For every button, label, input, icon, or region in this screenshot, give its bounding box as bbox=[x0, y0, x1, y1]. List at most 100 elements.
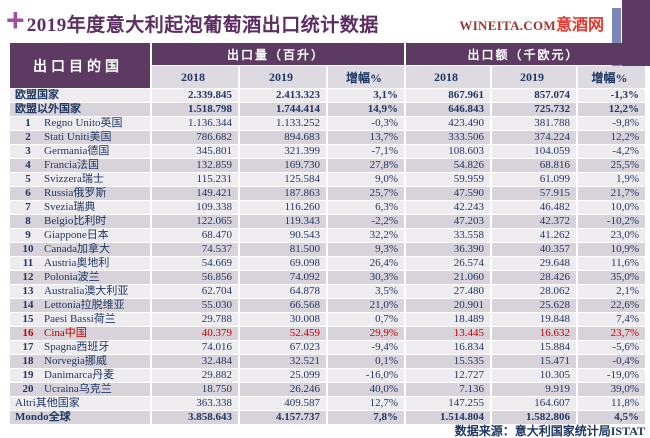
value-cell: -19,0% bbox=[578, 369, 645, 382]
value-cell: 1.518.798 bbox=[152, 103, 238, 116]
country-name: Canada加拿大 bbox=[44, 243, 110, 255]
value-cell: 18.750 bbox=[152, 383, 238, 396]
table-row: 18 Norvegia挪威 32.484 32.521 0,1% 15.535 15.471… bbox=[10, 355, 645, 368]
header-sub-row: 2018 2019 增幅% 2018 2019 增幅% bbox=[10, 66, 645, 88]
value-cell: 74.016 bbox=[152, 341, 238, 354]
country-name: Australia澳大利亚 bbox=[44, 285, 129, 297]
table-row: 16 Cina中国 40.379 52.459 29,9% 13.445 16.632 23,… bbox=[10, 327, 645, 340]
country-name: Paesi Bassi荷兰 bbox=[44, 313, 116, 325]
value-cell: 409.587 bbox=[240, 397, 326, 410]
value-cell: 25,5% bbox=[578, 159, 645, 172]
value-cell: 21,7% bbox=[578, 187, 645, 200]
country-cell: 16 Cina中国 bbox=[10, 327, 150, 340]
value-cell: 54.669 bbox=[152, 257, 238, 270]
country-name: Cina中国 bbox=[44, 327, 87, 339]
value-cell: 27,8% bbox=[328, 159, 404, 172]
header-value-group: 出口额（千欧元） bbox=[406, 43, 645, 65]
country-name: Svezia瑞典 bbox=[44, 201, 96, 213]
header-volume-2019: 2019 bbox=[240, 66, 326, 88]
value-cell: 11,8% bbox=[578, 397, 645, 410]
logo-latin: WINEITA.COM bbox=[459, 18, 556, 33]
value-cell: 119.343 bbox=[240, 215, 326, 228]
value-cell: 30.008 bbox=[240, 313, 326, 326]
table-row: 13 Australia澳大利亚 62.704 64.878 3,5% 27.480 28.… bbox=[10, 285, 645, 298]
value-cell: 68.470 bbox=[152, 229, 238, 242]
value-cell: 16.834 bbox=[406, 341, 490, 354]
rank-number: 17 bbox=[22, 341, 34, 353]
value-cell: 27.480 bbox=[406, 285, 490, 298]
value-cell: 2,1% bbox=[578, 285, 645, 298]
header-value-2018: 2018 bbox=[406, 66, 490, 88]
country-cell: 11 Austria奥地利 bbox=[10, 257, 150, 270]
header-value-2019: 2019 bbox=[492, 66, 576, 88]
table-row: 20 Ucraina乌克兰 18.750 26.246 40,0% 7.136 9.919 3… bbox=[10, 383, 645, 396]
value-cell: 29.882 bbox=[152, 369, 238, 382]
value-cell: 13,7% bbox=[328, 131, 404, 144]
table-row: 14 Lettonia拉脱维亚 55.030 66.568 21,0% 20.901 25.… bbox=[10, 299, 645, 312]
country-cell: 19 Danimarca丹麦 bbox=[10, 369, 150, 382]
value-cell: 857.074 bbox=[492, 89, 576, 102]
country-name: Mondo全球 bbox=[15, 411, 71, 423]
value-cell: 10,9% bbox=[578, 243, 645, 256]
rank-number: 12 bbox=[22, 271, 34, 283]
value-cell: -5,6% bbox=[578, 341, 645, 354]
country-name: Spagna西班牙 bbox=[44, 341, 110, 353]
value-cell: 122.065 bbox=[152, 215, 238, 228]
value-cell: 381.788 bbox=[492, 117, 576, 130]
table-row: 2 Stati Uniti美国 786.682 894.683 13,7% 333.506… bbox=[10, 131, 645, 144]
value-cell: -10,2% bbox=[578, 215, 645, 228]
value-cell: 13.445 bbox=[406, 327, 490, 340]
export-stats-table: 出口目的国 出口量（百升） 出口额（千欧元） 2018 2019 增幅% 201… bbox=[8, 42, 647, 425]
value-cell: 59.959 bbox=[406, 173, 490, 186]
country-cell: 欧盟国家 bbox=[10, 89, 150, 102]
country-name: Austria奥地利 bbox=[44, 257, 110, 269]
plus-icon: + bbox=[6, 2, 25, 38]
country-cell: Mondo全球 bbox=[10, 411, 150, 424]
value-cell: 1.133.252 bbox=[240, 117, 326, 130]
table-row: 7 Svezia瑞典 109.338 116.260 6,3% 42.243 46.482 1… bbox=[10, 201, 645, 214]
table-row: 10 Canada加拿大 74.537 81.500 9,3% 36.390 40.357 1… bbox=[10, 243, 645, 256]
country-name: Russia俄罗斯 bbox=[44, 187, 107, 199]
country-name: Francia法国 bbox=[44, 159, 99, 171]
value-cell: 10.305 bbox=[492, 369, 576, 382]
value-cell: 25.099 bbox=[240, 369, 326, 382]
country-name: Svizzera瑞士 bbox=[44, 173, 104, 185]
page-title: 2019年度意大利起泡葡萄酒出口统计数据 bbox=[26, 14, 379, 36]
value-cell: 7.136 bbox=[406, 383, 490, 396]
value-cell: 345.801 bbox=[152, 145, 238, 158]
table-row: 6 Russia俄罗斯 149.421 187.863 25,7% 47.590 57.91… bbox=[10, 187, 645, 200]
value-cell: -0,4% bbox=[578, 355, 645, 368]
table-row: 3 Germania德国 345.801 321.399 -7,1% 108.603 104… bbox=[10, 145, 645, 158]
value-cell: 867.961 bbox=[406, 89, 490, 102]
country-cell: 10 Canada加拿大 bbox=[10, 243, 150, 256]
site-logo: WINEITA.COM意酒网 bbox=[459, 11, 604, 35]
value-cell: 333.506 bbox=[406, 131, 490, 144]
value-cell: 0,7% bbox=[328, 313, 404, 326]
value-cell: -4,2% bbox=[578, 145, 645, 158]
value-cell: 23,0% bbox=[578, 229, 645, 242]
value-cell: 6,3% bbox=[328, 201, 404, 214]
logo-chinese: 意酒网 bbox=[555, 17, 604, 34]
value-cell: 1.582.806 bbox=[492, 411, 576, 424]
value-cell: 41.262 bbox=[492, 229, 576, 242]
value-cell: 12.727 bbox=[406, 369, 490, 382]
value-cell: -9,8% bbox=[578, 117, 645, 130]
table-row: 8 Belgio比利时 122.065 119.343 -2,2% 47.203 42.37… bbox=[10, 215, 645, 228]
rank-number: 18 bbox=[22, 355, 34, 367]
value-cell: 894.683 bbox=[240, 131, 326, 144]
value-cell: 4.157.737 bbox=[240, 411, 326, 424]
value-cell: 57.915 bbox=[492, 187, 576, 200]
value-cell: 39,0% bbox=[578, 383, 645, 396]
country-cell: 1 Regno Unito英国 bbox=[10, 117, 150, 130]
rank-number: 1 bbox=[25, 117, 31, 129]
value-cell: 3,5% bbox=[328, 285, 404, 298]
header-group-row: 出口目的国 出口量（百升） 出口额（千欧元） bbox=[10, 43, 645, 88]
value-cell: 15.884 bbox=[492, 341, 576, 354]
value-cell: 187.863 bbox=[240, 187, 326, 200]
value-cell: 29.788 bbox=[152, 313, 238, 326]
rank-number: 4 bbox=[25, 159, 31, 171]
value-cell: 14,9% bbox=[328, 103, 404, 116]
rank-number: 14 bbox=[22, 299, 34, 311]
country-cell: 6 Russia俄罗斯 bbox=[10, 187, 150, 200]
